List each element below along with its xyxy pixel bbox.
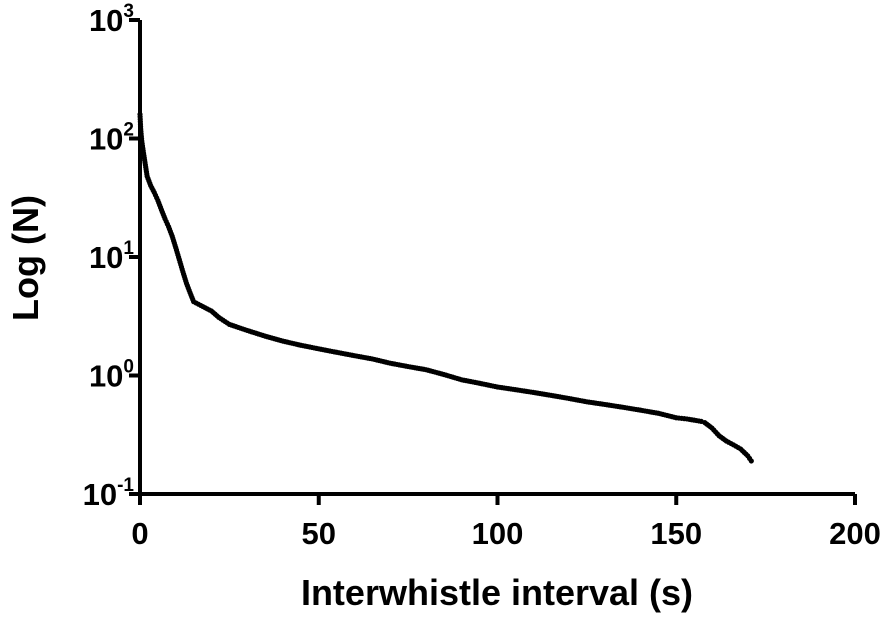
y-tick-base: 10 — [89, 122, 123, 157]
x-axis-ticks: 0 50 100 150 200 — [131, 494, 881, 551]
y-tick-base: 10 — [83, 477, 117, 512]
x-tick-label: 50 — [302, 516, 336, 551]
y-tick-label: 100 — [89, 357, 134, 394]
x-axis: 0 50 100 150 200 — [131, 492, 881, 551]
x-axis-title: Interwhistle interval (s) — [301, 572, 693, 613]
y-tick-base: 10 — [89, 3, 123, 38]
y-tick-exponent: 0 — [123, 357, 134, 378]
y-tick-exponent: 2 — [123, 120, 134, 141]
x-tick-label: 200 — [829, 516, 881, 551]
y-tick-exponent: 3 — [123, 1, 134, 22]
y-tick-base: 10 — [89, 240, 123, 275]
x-tick-label: 150 — [650, 516, 702, 551]
data-points — [137, 111, 754, 464]
data-point — [748, 458, 754, 464]
y-tick-label: 10-1 — [83, 475, 135, 512]
y-tick-label: 102 — [89, 120, 134, 157]
y-axis-title: Log (N) — [5, 195, 46, 321]
y-tick-label: 103 — [89, 1, 134, 38]
y-tick-exponent: 1 — [123, 238, 134, 259]
y-tick-exponent: -1 — [117, 475, 134, 496]
x-tick-label: 100 — [472, 516, 524, 551]
y-tick-label: 101 — [89, 238, 134, 275]
y-tick-base: 10 — [89, 359, 123, 394]
x-tick-label: 0 — [131, 516, 148, 551]
